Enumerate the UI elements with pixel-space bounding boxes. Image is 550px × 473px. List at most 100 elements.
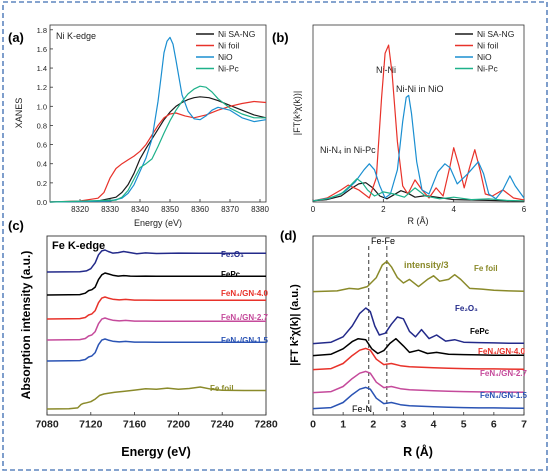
series-line [312,94,525,202]
x-tick-label: 7200 [167,419,191,431]
y-tick-label: 0.2 [37,179,47,188]
panel-a-xlabel: Energy (eV) [134,218,182,228]
panel-a-ylabel: XANES [14,98,24,129]
series-line [312,386,525,410]
panel-a-label: (a) [8,30,24,45]
y-tick-label: 0.8 [37,121,47,130]
legend-entry: Ni foil [477,41,498,51]
panel-d-annotation-intensity: intensity/3 [404,260,449,270]
x-tick-label: 2 [370,419,376,431]
panel-d: (d) R (Å) |FT k²χ(k)| (a.u.) Fe-Fe inten… [280,228,527,459]
panel-b: (b) R (Å) |FT(k³χ(k))| Ni-Ni Ni-Ni in Ni… [272,24,527,226]
legend-entry: Ni SA-NG [477,29,514,39]
panel-d-label: (d) [280,228,297,243]
panel-b-axes [312,24,525,203]
panel-c-axes [46,235,267,416]
series-line [312,337,524,357]
x-tick-label: 7280 [254,419,278,431]
x-tick-label: 0 [310,419,316,431]
x-tick-label: 0 [311,205,316,214]
panel-c-marks: 7080 7120 7160 7200 7240 7280 Fe₂O₃ FePc FeN₄/GN… [35,249,278,431]
legend-entry: Ni SA-NG [218,29,255,39]
series-label: FeN₄/GN-1.5 [221,336,268,345]
series-line [46,317,266,341]
panel-b-ylabel: |FT(k³χ(k))| [292,91,302,135]
x-tick-label: 7160 [123,419,147,431]
series-label: FeN₄/GN-4.0 [221,289,268,298]
panel-b-annotation-ni-n4: Ni-N₄ in Ni-Pc [320,145,376,155]
y-tick-label: 1.6 [37,45,47,54]
panel-d-axes [312,235,525,416]
legend-entry: NiO [477,52,492,62]
y-tick-label: 1.4 [37,64,47,73]
legend-entry: Ni-Pc [477,64,499,74]
x-tick-label: 5 [461,419,467,431]
y-tick-label: 0.6 [37,141,47,150]
x-tick-label: 8380 [251,205,269,214]
panel-b-annotation-ni-ni-nio: Ni-Ni in NiO [396,84,444,94]
x-tick-label: 6 [491,419,497,431]
panel-d-annotation-fe-fe: Fe-Fe [371,236,395,246]
series-label: Fe₂O₃ [221,250,244,259]
series-line [312,260,525,293]
panel-a-axes [49,24,267,203]
panel-a-title: Ni K-edge [56,31,96,41]
series-line [312,370,525,394]
panel-c-ylabel: Absorption intensity (a.u.) [19,251,33,400]
legend-entry: Ni-Pc [218,64,240,74]
x-tick-label: 4 [431,419,437,431]
series-label: Fe₂O₃ [455,304,478,313]
legend-entry: Ni foil [218,41,239,51]
y-tick-label: 1.8 [37,26,47,35]
x-tick-label: 8330 [101,205,119,214]
x-tick-label: 6 [522,205,527,214]
x-tick-label: 4 [451,205,456,214]
series-line [312,347,525,371]
y-tick-label: 1.0 [37,102,47,111]
x-tick-label: 2 [381,205,386,214]
series-line [49,36,267,203]
series-label: Fe foil [474,264,498,273]
x-tick-label: 8350 [161,205,179,214]
panel-c: (c) Fe K-edge Energy (eV) Absorption int… [8,218,278,459]
x-tick-label: 3 [401,419,407,431]
y-tick-label: 0.0 [37,198,47,207]
series-line [46,272,266,296]
panel-c-xlabel: Energy (eV) [121,445,190,459]
series-label: FeN₄/GN-1.5 [480,391,527,400]
y-tick-label: 1.2 [37,83,47,92]
panel-c-title: Fe K-edge [52,240,105,252]
panel-d-marks: 0 1 2 3 4 5 6 7 Fe foil Fe₂O₃ FePc FeN₄/GN-4.0 FeN₄/… [310,246,527,431]
series-line [49,100,267,203]
series-line [46,386,266,410]
series-label: FeN₄/GN-2.7 [480,369,527,378]
panel-d-ylabel: |FT k²χ(k)| (a.u.) [289,284,301,366]
panel-d-xlabel: R (Å) [403,444,433,459]
x-tick-label: 8320 [71,205,89,214]
panel-c-label: (c) [8,218,24,233]
series-label: FeN₄/GN-2.7 [221,313,268,322]
series-line [46,249,266,273]
panel-a-marks: 8320 8330 8340 8350 8360 8370 8380 0.0 0.2 0.4 0.6… [37,26,270,214]
x-tick-label: 8340 [131,205,149,214]
x-tick-label: 7080 [35,419,59,431]
series-label: Fe foil [210,384,234,393]
panel-b-xlabel: R (Å) [408,216,429,226]
x-tick-label: 1 [340,419,346,431]
panel-a: (a) Ni K-edge Energy (eV) XANES 8320 8330… [8,24,270,228]
y-tick-label: 0.4 [37,160,47,169]
x-tick-label: 7240 [211,419,235,431]
series-line [312,307,524,345]
series-line [46,296,266,320]
panel-b-label: (b) [272,30,289,45]
series-line [312,178,525,202]
series-label: FePc [221,270,241,279]
series-label: FePc [470,327,490,336]
x-tick-label: 8370 [221,205,239,214]
x-tick-label: 7 [521,419,527,431]
series-label: FeN₄/GN-4.0 [478,347,525,356]
series-line [49,85,266,203]
x-tick-label: 8360 [191,205,209,214]
